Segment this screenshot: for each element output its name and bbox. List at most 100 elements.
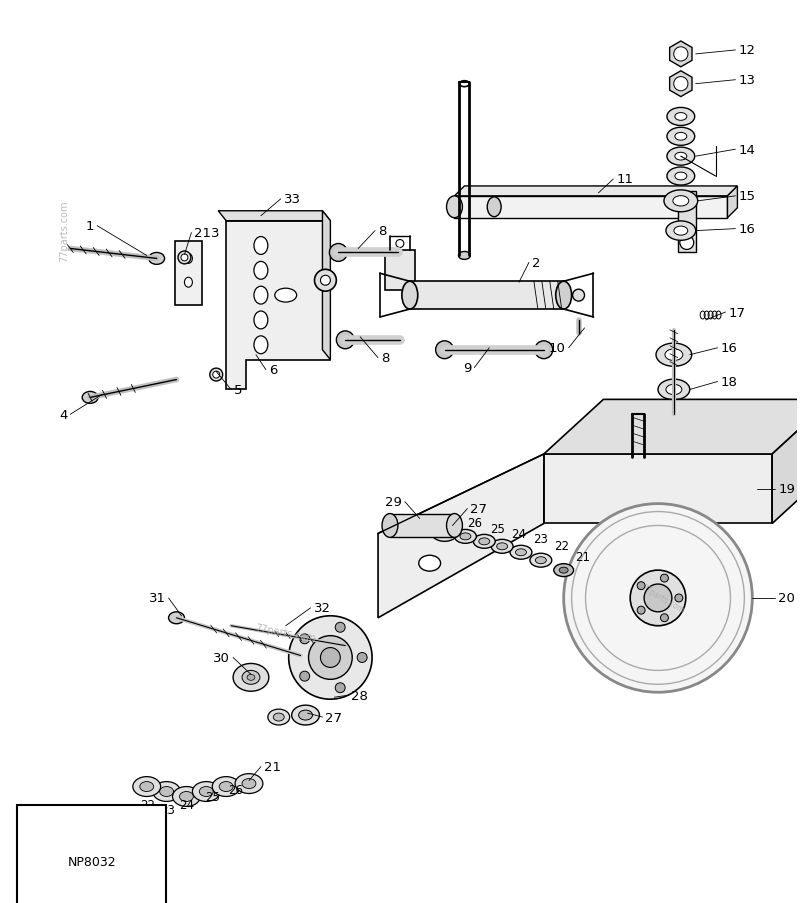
Ellipse shape: [268, 710, 290, 725]
Ellipse shape: [254, 312, 268, 330]
Ellipse shape: [535, 341, 553, 359]
Text: 10: 10: [549, 342, 566, 355]
Bar: [678, 191, 696, 253]
Ellipse shape: [242, 671, 260, 684]
Ellipse shape: [169, 612, 185, 624]
Ellipse shape: [573, 290, 585, 302]
Ellipse shape: [140, 782, 154, 792]
Circle shape: [675, 594, 683, 602]
Circle shape: [661, 574, 669, 582]
Text: 77parts.com: 77parts.com: [640, 582, 686, 614]
Ellipse shape: [680, 237, 694, 250]
Text: 4: 4: [59, 408, 67, 422]
Ellipse shape: [274, 713, 284, 721]
Ellipse shape: [247, 675, 255, 681]
Ellipse shape: [274, 289, 297, 303]
Ellipse shape: [82, 392, 98, 404]
Ellipse shape: [181, 255, 188, 262]
Ellipse shape: [235, 774, 263, 794]
Text: 6: 6: [269, 364, 278, 377]
Bar: [390, 514, 454, 538]
Circle shape: [674, 48, 688, 62]
Ellipse shape: [667, 128, 694, 146]
Text: 5: 5: [234, 384, 242, 396]
Ellipse shape: [675, 114, 686, 121]
Polygon shape: [226, 221, 330, 390]
Text: 21: 21: [575, 550, 590, 563]
Circle shape: [300, 672, 310, 682]
Text: 12: 12: [738, 44, 755, 58]
Polygon shape: [218, 211, 330, 221]
Ellipse shape: [675, 154, 686, 161]
Ellipse shape: [418, 555, 441, 572]
Text: 23: 23: [533, 532, 548, 545]
Text: 8: 8: [381, 352, 390, 365]
Circle shape: [637, 607, 645, 614]
Ellipse shape: [153, 782, 181, 802]
Text: 27: 27: [326, 711, 342, 724]
Ellipse shape: [438, 526, 451, 536]
Ellipse shape: [436, 341, 454, 359]
Circle shape: [564, 504, 752, 693]
Text: 25: 25: [206, 790, 220, 803]
Ellipse shape: [321, 276, 330, 286]
Text: 22: 22: [140, 798, 154, 811]
Circle shape: [644, 584, 672, 612]
Ellipse shape: [458, 252, 470, 260]
Text: 17: 17: [729, 306, 746, 319]
Ellipse shape: [219, 782, 233, 792]
Ellipse shape: [664, 191, 698, 212]
Text: 3: 3: [211, 227, 220, 240]
Ellipse shape: [487, 198, 501, 218]
Text: 33: 33: [284, 193, 301, 206]
Ellipse shape: [667, 148, 694, 166]
Ellipse shape: [667, 168, 694, 186]
Ellipse shape: [554, 564, 574, 577]
Text: 24: 24: [179, 798, 194, 811]
Ellipse shape: [233, 664, 269, 692]
Ellipse shape: [446, 197, 462, 219]
Ellipse shape: [656, 344, 692, 367]
Text: 77parts.com: 77parts.com: [254, 623, 317, 643]
Text: 31: 31: [149, 591, 166, 605]
Text: 26: 26: [228, 783, 243, 796]
Text: NP8032: NP8032: [67, 854, 116, 868]
Ellipse shape: [454, 530, 476, 544]
Text: 77parts.com: 77parts.com: [59, 200, 70, 262]
Circle shape: [637, 582, 645, 590]
Polygon shape: [544, 454, 772, 524]
Bar: [410, 282, 564, 310]
Ellipse shape: [402, 282, 418, 310]
Ellipse shape: [460, 534, 471, 540]
Polygon shape: [772, 400, 800, 524]
Circle shape: [674, 78, 688, 92]
Circle shape: [309, 636, 352, 680]
Ellipse shape: [446, 514, 462, 538]
Text: 32: 32: [314, 601, 330, 615]
Circle shape: [335, 623, 345, 632]
Text: 16: 16: [721, 342, 738, 355]
Ellipse shape: [535, 557, 546, 564]
Circle shape: [357, 653, 367, 663]
Ellipse shape: [254, 287, 268, 304]
Ellipse shape: [515, 549, 526, 556]
Text: 18: 18: [721, 376, 738, 388]
Text: 8: 8: [378, 225, 386, 237]
Ellipse shape: [396, 240, 404, 248]
Text: 26: 26: [467, 517, 482, 529]
Ellipse shape: [673, 197, 689, 207]
Ellipse shape: [149, 253, 165, 265]
Ellipse shape: [210, 368, 222, 382]
Ellipse shape: [254, 237, 268, 256]
Ellipse shape: [199, 787, 214, 796]
Ellipse shape: [213, 372, 220, 378]
Circle shape: [335, 683, 345, 693]
Text: 11: 11: [616, 173, 634, 186]
Ellipse shape: [179, 792, 194, 802]
Ellipse shape: [254, 337, 268, 354]
Polygon shape: [322, 211, 330, 360]
Polygon shape: [454, 187, 738, 197]
Ellipse shape: [674, 227, 688, 236]
Circle shape: [289, 616, 372, 700]
Ellipse shape: [330, 244, 347, 262]
